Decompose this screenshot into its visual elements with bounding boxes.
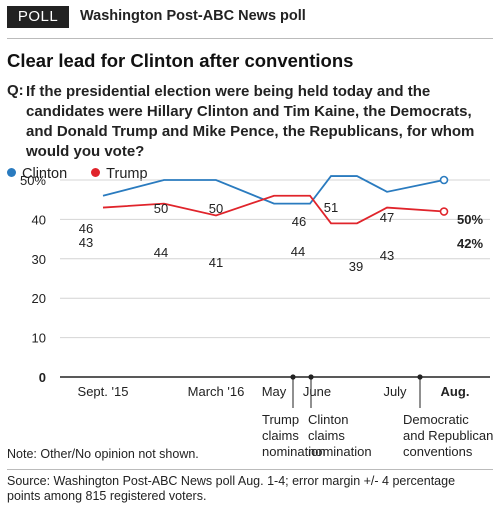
y-tick-label: 20: [32, 291, 46, 306]
clinton-line: [102, 175, 445, 205]
event-marker: [417, 374, 423, 380]
headline: Clear lead for Clinton after conventions: [7, 50, 354, 71]
trump-value-label: 39: [349, 259, 363, 274]
footnote: Note: Other/No opinion not shown.: [7, 447, 199, 461]
line-chart: 50% 40 30 20 10 0 Sept. '15 March '16 May June Jul…: [20, 173, 493, 459]
trump-value-label: 41: [209, 255, 223, 270]
trump-value-label: 43: [380, 248, 394, 263]
source-text: Source: Washington Post-ABC News poll Au…: [7, 474, 456, 503]
legend-trump-label: Trump: [106, 166, 148, 182]
clinton-value-label: 44: [291, 244, 305, 259]
x-tick-label: Aug.: [441, 384, 470, 399]
trump-value-label: 42%: [457, 236, 483, 251]
poll-tag: POLL: [7, 6, 69, 28]
x-tick-label: July: [383, 384, 407, 399]
trump-end-point: [439, 207, 449, 216]
trump-value-label: 46: [292, 214, 306, 229]
trump-line: [102, 194, 445, 225]
y-tick-label: 0: [39, 370, 46, 385]
question-text: If the presidential election were being …: [26, 83, 475, 160]
trump-swatch: [91, 168, 101, 177]
clinton-value-label: 47: [380, 210, 394, 225]
event-marker: [308, 374, 314, 380]
x-tick-label: March '16: [188, 384, 245, 399]
x-tick-label: June: [303, 384, 331, 399]
y-tick-label: 30: [32, 252, 46, 267]
question-label: Q:: [7, 82, 24, 99]
legend: Clinton Trump: [7, 166, 168, 182]
event-annotation: Clinton claims nomination: [308, 412, 372, 459]
clinton-value-label: 46: [79, 221, 93, 236]
clinton-value-label: 50: [154, 201, 168, 216]
header-divider: [7, 38, 493, 39]
legend-clinton: Clinton: [7, 166, 67, 182]
y-tick-label: 10: [32, 331, 46, 346]
x-tick-label: May: [262, 384, 287, 399]
clinton-value-label: 50: [209, 201, 223, 216]
clinton-end-point: [439, 175, 449, 185]
clinton-value-label: 51: [324, 200, 338, 215]
y-tick-label: 40: [32, 212, 46, 227]
x-tick-label: Sept. '15: [78, 384, 129, 399]
header: POLL Washington Post-ABC News poll: [0, 6, 500, 28]
source-divider: [7, 469, 493, 470]
trump-value-label: 43: [79, 235, 93, 250]
clinton-swatch: [7, 168, 16, 177]
header-title: Washington Post-ABC News poll: [80, 8, 306, 24]
clinton-value-label: 50%: [457, 212, 483, 227]
y-tick-label: 50%: [20, 173, 46, 188]
event-annotation: Democratic and Republican conventions: [403, 412, 493, 459]
legend-trump: Trump: [91, 166, 148, 182]
event-marker: [290, 374, 296, 380]
legend-clinton-label: Clinton: [22, 166, 68, 182]
trump-value-label: 44: [154, 245, 168, 260]
event-annotation: Trump claims nomination: [262, 412, 326, 459]
